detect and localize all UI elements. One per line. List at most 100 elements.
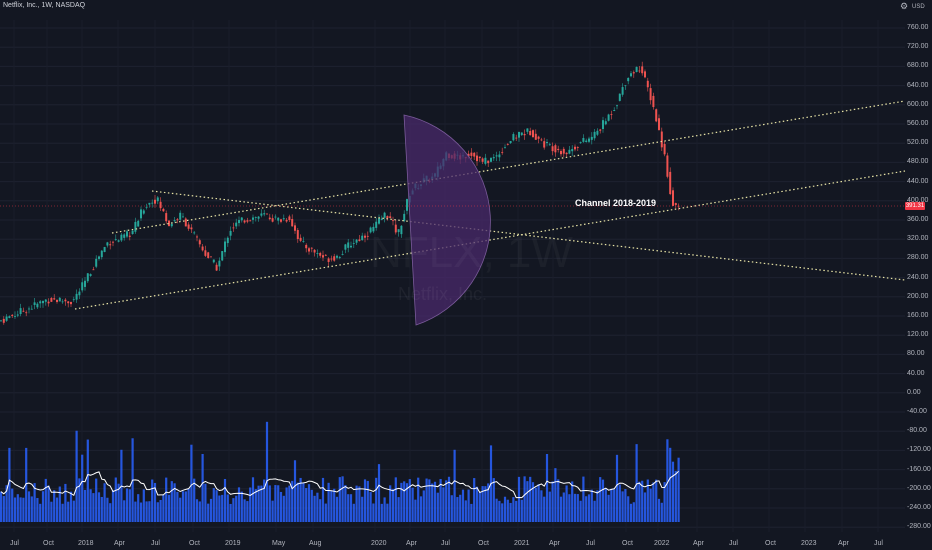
volume-bar	[338, 477, 341, 522]
volume-bar	[8, 447, 11, 522]
volume-bar	[344, 485, 347, 522]
candle-body	[198, 240, 201, 245]
candle-body	[476, 155, 478, 162]
candle-body	[327, 258, 330, 262]
volume-bar	[352, 503, 355, 522]
time-tick: 2021	[514, 540, 530, 547]
volume-bar	[201, 453, 204, 522]
candle-body	[123, 234, 126, 238]
price-tick: 40.00	[907, 369, 925, 377]
candle-body	[579, 142, 582, 144]
volume-bar	[299, 477, 302, 522]
candle-body	[582, 137, 585, 142]
volume-bar	[445, 480, 448, 522]
volume-bar	[296, 482, 299, 522]
candle-body	[361, 235, 364, 241]
candle-body	[263, 213, 266, 215]
candle-body	[159, 201, 162, 209]
volume-bar	[316, 492, 319, 522]
candle-body	[170, 223, 173, 227]
candle-body	[610, 114, 613, 115]
volume-bar	[44, 478, 47, 522]
volume-bar	[537, 484, 540, 522]
channel-label[interactable]: Channel 2018-2019	[575, 198, 657, 208]
volume-bar	[165, 477, 168, 522]
volume-bar	[321, 477, 325, 522]
candle-body	[112, 241, 114, 243]
volume-bar	[629, 503, 633, 522]
volume-bar	[333, 488, 336, 522]
volume-bar	[268, 485, 271, 522]
candle-body	[319, 252, 322, 256]
volume-bar	[232, 498, 235, 522]
volume-bar	[97, 492, 101, 522]
volume-bar	[263, 479, 266, 522]
candle-body	[467, 153, 470, 157]
volume-bar	[436, 492, 439, 522]
candle-body	[33, 302, 36, 305]
candle-body	[299, 237, 302, 241]
time-tick: Jul	[10, 540, 19, 547]
volume-bar	[573, 493, 577, 522]
candle-body	[585, 140, 588, 143]
volume-bar	[590, 489, 593, 522]
candle-body	[375, 221, 378, 228]
volume-bar	[265, 421, 269, 522]
candle-body	[372, 226, 375, 232]
candle-body	[61, 301, 64, 303]
candle-body	[162, 208, 165, 212]
volume-bar	[50, 501, 53, 522]
volume-bar	[72, 500, 75, 522]
candle-body	[355, 239, 358, 243]
candle-body	[25, 312, 28, 314]
volume-bar	[579, 500, 582, 522]
candle-body	[11, 314, 14, 316]
channel-lower-line[interactable]	[74, 170, 906, 310]
candle-body	[394, 224, 397, 233]
volume-bar	[53, 490, 56, 522]
candle-body	[117, 240, 120, 242]
volume-bar	[618, 484, 621, 522]
candle-body	[504, 147, 506, 149]
volume-bar	[226, 494, 229, 522]
candle-body	[235, 222, 238, 227]
volume-bar	[313, 495, 316, 522]
volume-bar	[632, 502, 635, 522]
candle-body	[590, 136, 593, 140]
volume-bar	[61, 503, 64, 522]
volume-bar	[254, 489, 257, 522]
drawings[interactable]	[0, 100, 906, 326]
candle-body	[190, 227, 193, 230]
time-tick: May	[272, 540, 286, 547]
candle-body	[481, 158, 484, 162]
candle-body	[383, 212, 386, 218]
volume-bar	[2, 496, 5, 522]
fib-arc-shape[interactable]	[403, 114, 491, 326]
volume-bar	[554, 468, 557, 522]
volume-bar	[27, 491, 31, 522]
candle-body	[632, 72, 635, 74]
candle-body	[182, 216, 184, 218]
candle-body	[240, 217, 243, 221]
volume-bar	[638, 481, 641, 522]
volume-bar	[181, 491, 185, 522]
volume-bar	[291, 480, 294, 522]
candle-body	[302, 241, 305, 243]
volume-bar	[176, 491, 179, 522]
candle-body	[168, 220, 170, 226]
volume-bar	[456, 497, 459, 522]
candle-body	[663, 144, 666, 155]
candle-body	[89, 274, 92, 276]
volume-bar	[576, 494, 579, 522]
volume-bar	[67, 501, 70, 522]
volume-bar	[47, 485, 50, 522]
candle-body	[179, 212, 182, 220]
volume-bar	[596, 490, 599, 522]
candle-body	[554, 145, 557, 153]
volume-bar	[319, 499, 322, 522]
volume-bar	[204, 483, 207, 522]
volume-bar	[103, 483, 106, 522]
channel-upper-line[interactable]	[111, 100, 906, 234]
settings-gear-icon[interactable]: ⚙	[900, 1, 909, 11]
